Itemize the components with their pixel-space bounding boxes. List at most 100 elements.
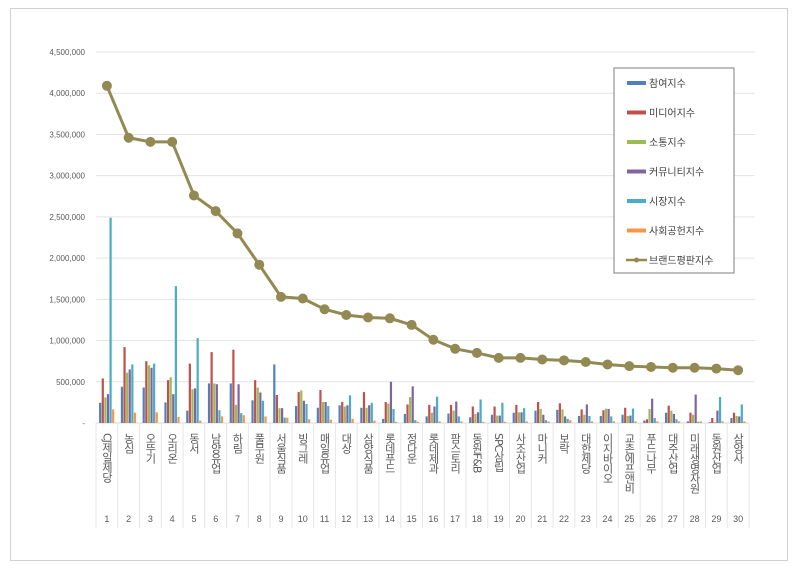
bar-5 (131, 364, 134, 423)
bar-6 (743, 421, 746, 423)
bar-3 (147, 365, 151, 423)
bar-1 (643, 420, 646, 423)
brand-index-point (101, 80, 112, 91)
bar-5 (718, 397, 722, 423)
category-label: 풀무원 (253, 433, 266, 464)
legend-swatch (627, 228, 646, 233)
category-label: 하림 (231, 432, 244, 454)
bar-5 (631, 408, 635, 423)
bar-3 (496, 415, 499, 423)
brand-index-point (428, 334, 439, 345)
bar-3 (539, 408, 542, 423)
bar-5 (435, 396, 439, 423)
bar-2 (123, 347, 126, 423)
bar-3 (321, 401, 325, 423)
bar-3 (474, 413, 477, 423)
bar-5 (414, 420, 417, 423)
category-label: 보락 (557, 433, 570, 454)
bar-3 (409, 397, 412, 423)
bar-5 (153, 363, 156, 423)
bar-5 (653, 418, 656, 423)
category-label: 동원산업 (710, 433, 723, 474)
category-label: 남양유업 (209, 433, 222, 474)
rank-label: 11 (320, 514, 329, 524)
category-label: 정다운 (405, 433, 418, 464)
legend-swatch (627, 199, 646, 203)
brand-index-point (210, 206, 221, 217)
bar-5 (348, 395, 352, 423)
bar-6 (199, 420, 202, 423)
rank-label: 30 (733, 514, 743, 524)
legend-label: 커뮤니티지수 (649, 167, 704, 179)
bar-4 (172, 394, 175, 423)
rank-label: 1 (104, 514, 109, 524)
rank-label: 20 (515, 514, 525, 524)
bar-5 (479, 399, 482, 423)
rank-label: 24 (603, 514, 613, 524)
bar-3 (126, 372, 129, 423)
bar-2 (362, 392, 366, 423)
bar-2 (101, 378, 104, 423)
rank-label: 2 (126, 514, 131, 524)
bar-4 (259, 392, 262, 423)
bar-3 (735, 415, 738, 423)
bar-2 (341, 401, 344, 423)
bar-1 (142, 387, 145, 423)
bar-6 (569, 420, 572, 423)
bar-4 (128, 369, 131, 423)
bar-5 (501, 402, 504, 423)
category-label: SPC삼립 (492, 433, 505, 472)
bar-1 (186, 410, 189, 423)
brand-index-point (558, 355, 569, 366)
bar-6 (242, 415, 245, 423)
bar-3 (713, 422, 716, 423)
bar-2 (732, 412, 736, 423)
bar-2 (667, 405, 670, 423)
bar-6 (656, 421, 659, 423)
bar-2 (406, 404, 409, 423)
category-label: 이지바이오 (601, 433, 614, 483)
bar-6 (307, 419, 311, 423)
bar-1 (534, 410, 537, 423)
bar-4 (455, 401, 458, 423)
brand-index-point (319, 304, 330, 315)
bar-3 (561, 409, 564, 423)
category-label: 미래생명자원 (688, 433, 701, 494)
bar-3 (691, 414, 695, 423)
bar-5 (327, 406, 330, 423)
bar-4 (672, 413, 676, 423)
bar-2 (319, 390, 322, 423)
bar-4 (607, 408, 610, 423)
y-tick-label: 2,500,000 (49, 213, 85, 222)
rank-label: 12 (341, 514, 351, 524)
bar-5 (610, 416, 613, 423)
category-label: CJ제일제당 (100, 433, 113, 483)
bar-5 (588, 415, 591, 423)
y-tick-label: - (82, 419, 85, 428)
bar-5 (697, 421, 700, 423)
bar-1 (621, 414, 624, 423)
y-tick-label: 2,000,000 (49, 254, 85, 263)
bar-2 (711, 418, 714, 423)
bar-4 (302, 400, 305, 423)
rank-label: 18 (472, 514, 482, 524)
legend-label: 시장지수 (649, 196, 686, 208)
bar-6 (351, 418, 354, 423)
bar-3 (213, 383, 216, 423)
rank-label: 25 (624, 514, 634, 524)
rank-label: 28 (690, 514, 700, 524)
bar-4 (368, 405, 371, 423)
rank-label: 21 (537, 514, 547, 524)
bar-4 (542, 414, 545, 423)
bar-4 (716, 410, 719, 423)
bar-5 (218, 410, 221, 423)
rank-label: 13 (363, 514, 373, 524)
bar-2 (275, 394, 279, 423)
bar-4 (585, 404, 588, 423)
bar-4 (411, 386, 414, 423)
bar-5 (392, 408, 395, 423)
bar-1 (599, 415, 602, 423)
brand-index-point (232, 228, 243, 239)
bar-1 (294, 406, 298, 423)
bar-2 (602, 410, 605, 423)
